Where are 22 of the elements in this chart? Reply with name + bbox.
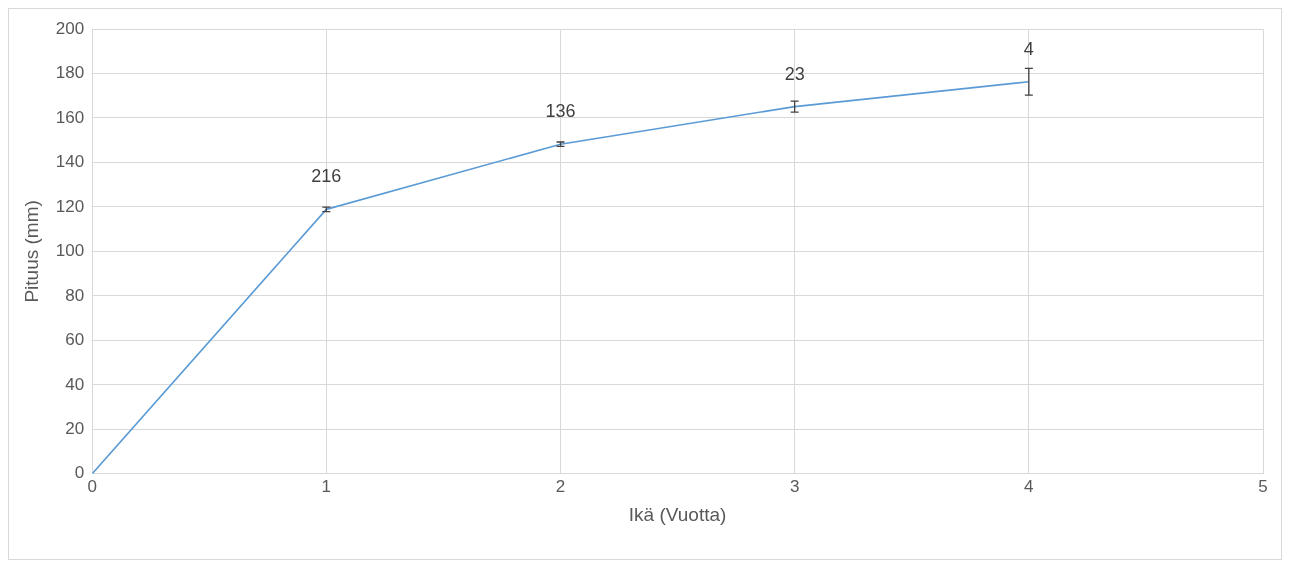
- y-tick-label: 60: [65, 330, 85, 350]
- y-axis-title: Pituus (mm): [20, 200, 42, 303]
- y-tick-label: 180: [55, 63, 85, 83]
- y-tick-label: 0: [74, 463, 85, 483]
- y-tick-label: 100: [55, 241, 85, 261]
- x-tick-label: 4: [1024, 476, 1034, 496]
- annotation: 23: [784, 63, 805, 84]
- y-tick-label: 160: [55, 107, 85, 127]
- y-tick-label: 80: [65, 285, 85, 305]
- y-tick-label: 200: [55, 18, 85, 38]
- x-tick-label: 2: [555, 476, 566, 496]
- annotation: 4: [1023, 38, 1034, 59]
- annotation: 136: [545, 101, 576, 122]
- y-tick-label: 140: [55, 152, 85, 172]
- y-tick-label: 40: [65, 374, 85, 394]
- annotation: 216: [311, 166, 342, 187]
- x-tick-label: 5: [1258, 476, 1268, 496]
- y-tick-label: 20: [65, 419, 85, 439]
- x-axis-title: Ikä (Vuotta): [628, 503, 727, 525]
- y-tick-label: 120: [55, 196, 85, 216]
- x-tick-label: 3: [789, 476, 800, 496]
- x-tick-label: 1: [321, 476, 332, 496]
